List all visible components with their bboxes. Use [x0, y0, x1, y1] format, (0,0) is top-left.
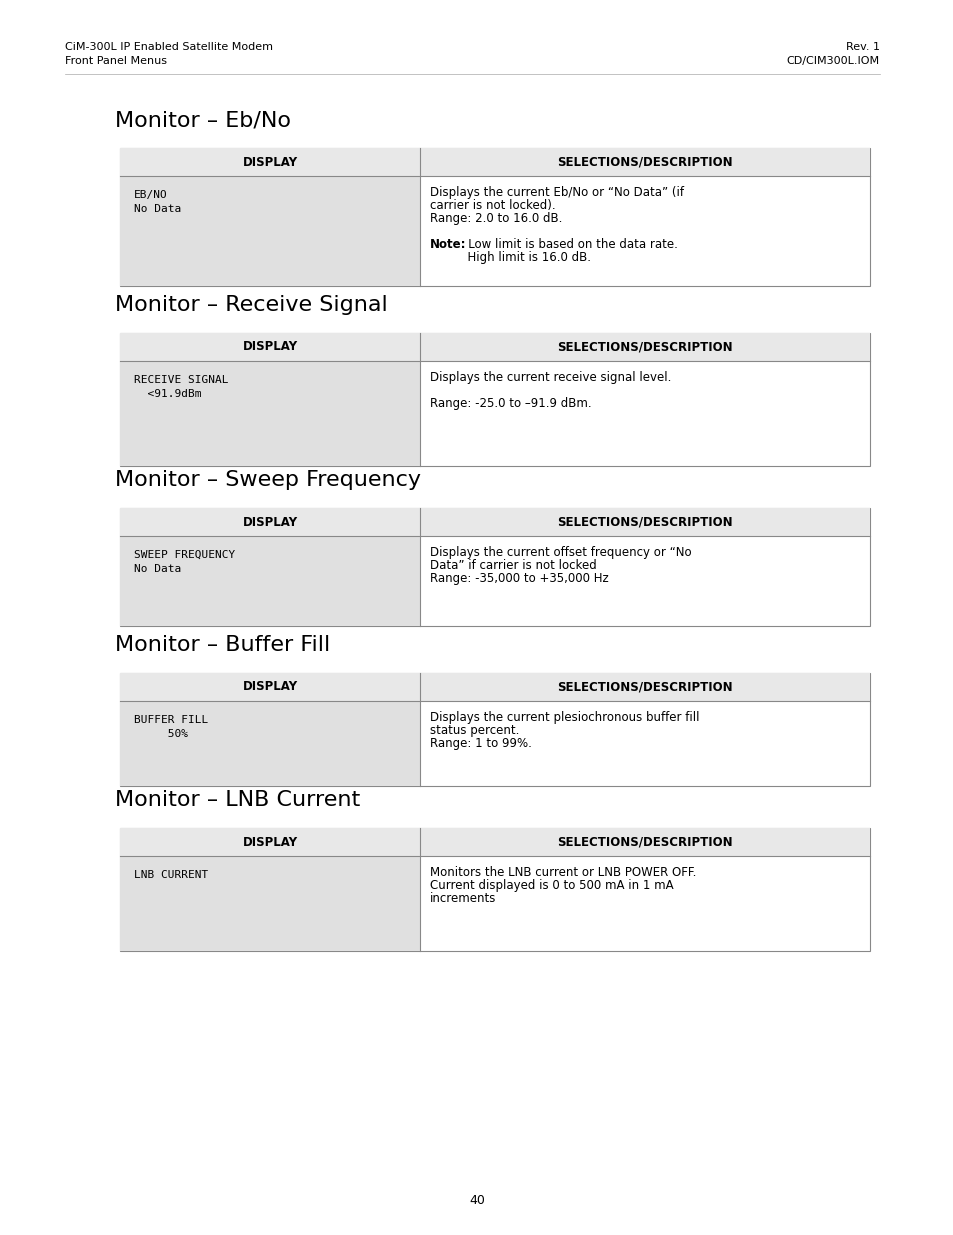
- Bar: [120, 333, 869, 466]
- Text: Monitor – Eb/No: Monitor – Eb/No: [115, 110, 291, 130]
- Text: SELECTIONS/DESCRIPTION: SELECTIONS/DESCRIPTION: [557, 515, 732, 529]
- Bar: [120, 177, 419, 287]
- Text: DISPLAY: DISPLAY: [242, 680, 297, 694]
- Bar: [120, 673, 869, 701]
- Text: SWEEP FREQUENCY: SWEEP FREQUENCY: [133, 550, 235, 559]
- Text: Monitor – Sweep Frequency: Monitor – Sweep Frequency: [115, 471, 420, 490]
- Text: 50%: 50%: [133, 729, 188, 739]
- Text: Low limit is based on the data rate.: Low limit is based on the data rate.: [457, 238, 678, 251]
- Text: Note:: Note:: [430, 238, 466, 251]
- Text: <91.9dBm: <91.9dBm: [133, 389, 201, 399]
- Bar: [120, 701, 419, 785]
- Text: SELECTIONS/DESCRIPTION: SELECTIONS/DESCRIPTION: [557, 836, 732, 848]
- Text: EB/NO: EB/NO: [133, 190, 168, 200]
- Text: SELECTIONS/DESCRIPTION: SELECTIONS/DESCRIPTION: [557, 156, 732, 168]
- Bar: [120, 361, 419, 466]
- Text: Displays the current receive signal level.: Displays the current receive signal leve…: [430, 370, 671, 384]
- Text: No Data: No Data: [133, 204, 181, 214]
- Text: Current displayed is 0 to 500 mA in 1 mA: Current displayed is 0 to 500 mA in 1 mA: [430, 879, 673, 892]
- Text: increments: increments: [430, 892, 496, 905]
- Text: Data” if carrier is not locked: Data” if carrier is not locked: [430, 559, 597, 572]
- Bar: [120, 508, 869, 626]
- Text: Monitor – LNB Current: Monitor – LNB Current: [115, 790, 360, 810]
- Text: Monitors the LNB current or LNB POWER OFF.: Monitors the LNB current or LNB POWER OF…: [430, 866, 696, 879]
- Text: Range: -25.0 to –91.9 dBm.: Range: -25.0 to –91.9 dBm.: [430, 396, 591, 410]
- Text: DISPLAY: DISPLAY: [242, 156, 297, 168]
- Text: DISPLAY: DISPLAY: [242, 515, 297, 529]
- Bar: [120, 827, 869, 856]
- Text: DISPLAY: DISPLAY: [242, 341, 297, 353]
- Text: RECEIVE SIGNAL: RECEIVE SIGNAL: [133, 375, 229, 385]
- Text: 40: 40: [469, 1193, 484, 1207]
- Text: BUFFER FILL: BUFFER FILL: [133, 715, 208, 725]
- Text: Monitor – Buffer Fill: Monitor – Buffer Fill: [115, 635, 330, 655]
- Text: Displays the current offset frequency or “No: Displays the current offset frequency or…: [430, 546, 691, 559]
- Text: No Data: No Data: [133, 564, 181, 574]
- Bar: [120, 333, 869, 361]
- Text: Front Panel Menus: Front Panel Menus: [65, 56, 167, 65]
- Bar: [120, 536, 419, 626]
- Bar: [120, 148, 869, 177]
- Bar: [120, 856, 419, 951]
- Text: CiM-300L IP Enabled Satellite Modem: CiM-300L IP Enabled Satellite Modem: [65, 42, 273, 52]
- Bar: [120, 827, 869, 951]
- Text: Rev. 1: Rev. 1: [845, 42, 879, 52]
- Text: DISPLAY: DISPLAY: [242, 836, 297, 848]
- Bar: [120, 508, 869, 536]
- Text: Range: -35,000 to +35,000 Hz: Range: -35,000 to +35,000 Hz: [430, 572, 608, 585]
- Text: Displays the current Eb/No or “No Data” (if: Displays the current Eb/No or “No Data” …: [430, 186, 683, 199]
- Text: Range: 1 to 99%.: Range: 1 to 99%.: [430, 737, 532, 750]
- Text: SELECTIONS/DESCRIPTION: SELECTIONS/DESCRIPTION: [557, 680, 732, 694]
- Text: High limit is 16.0 dB.: High limit is 16.0 dB.: [430, 251, 590, 264]
- Bar: [120, 148, 869, 287]
- Text: CD/CIM300L.IOM: CD/CIM300L.IOM: [786, 56, 879, 65]
- Text: Monitor – Receive Signal: Monitor – Receive Signal: [115, 295, 387, 315]
- Text: status percent.: status percent.: [430, 724, 518, 737]
- Text: Displays the current plesiochronous buffer fill: Displays the current plesiochronous buff…: [430, 711, 699, 724]
- Text: LNB CURRENT: LNB CURRENT: [133, 869, 208, 881]
- Text: carrier is not locked).: carrier is not locked).: [430, 199, 555, 212]
- Bar: [120, 673, 869, 785]
- Text: Range: 2.0 to 16.0 dB.: Range: 2.0 to 16.0 dB.: [430, 212, 561, 225]
- Text: SELECTIONS/DESCRIPTION: SELECTIONS/DESCRIPTION: [557, 341, 732, 353]
